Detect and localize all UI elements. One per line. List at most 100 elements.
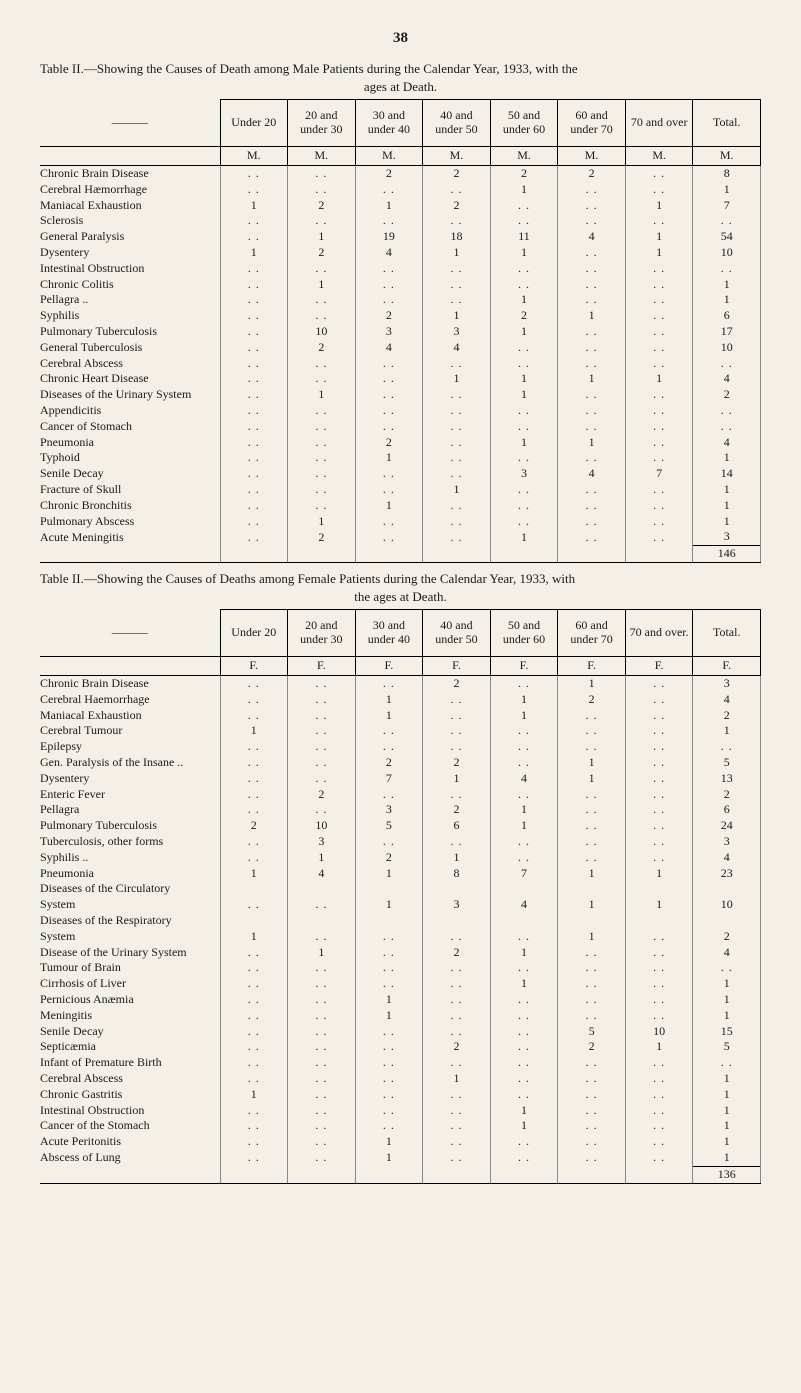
data-cell: . . [558,960,626,976]
table2-blank [40,657,220,676]
table-row: Typhoid. .. .1. .. .. .. .1 [40,450,761,466]
data-cell: . . [625,739,693,755]
table-row: Fracture of Skull. .. .. .1. .. .. .1 [40,482,761,498]
data-cell: . . [558,992,626,1008]
data-cell: . . [490,1008,558,1024]
row-label: Diseases of the Respiratory [40,913,220,929]
data-cell: . . [220,1008,288,1024]
data-cell: 2 [693,929,761,945]
data-cell: 19 [355,229,423,245]
table-row: Intestinal Obstruction. .. .. .. .. .. .… [40,261,761,277]
data-cell: 5 [558,1024,626,1040]
data-cell: . . [355,1055,423,1071]
data-cell: . . [558,450,626,466]
data-cell: . . [355,466,423,482]
data-cell [423,881,491,897]
data-cell: 1 [220,198,288,214]
data-cell: 4 [490,897,558,913]
data-cell: 1 [355,992,423,1008]
data-cell: . . [625,498,693,514]
data-cell: . . [423,435,491,451]
data-cell: . . [423,277,491,293]
data-cell: . . [220,435,288,451]
data-cell: . . [423,976,491,992]
data-cell: . . [288,1055,356,1071]
data-cell: . . [558,245,626,261]
data-cell: . . [220,976,288,992]
table2: ——— Under 20 20 and under 30 30 and unde… [40,609,761,1183]
data-cell: . . [625,992,693,1008]
data-cell: 3 [693,529,761,545]
data-cell: . . [693,213,761,229]
table-row: Pulmonary Abscess. .1. .. .. .. .. .1 [40,514,761,530]
table-row: Acute Meningitis. .2. .. .1. .. .3 [40,529,761,545]
table-row: Gen. Paralysis of the Insane ... .. .22.… [40,755,761,771]
data-cell: . . [625,802,693,818]
table1-sex-header: M. [355,147,423,166]
data-cell: . . [355,1087,423,1103]
data-cell: . . [625,514,693,530]
data-cell: 7 [625,466,693,482]
data-cell: 3 [288,834,356,850]
table2-sex-header: F. [693,657,761,676]
data-cell: . . [558,403,626,419]
table2-col-header: 50 and under 60 [490,610,558,657]
data-cell: . . [423,450,491,466]
table-row: Cerebral Tumour1. .. .. .. .. .. .1 [40,723,761,739]
table-row: Septicæmia. .. .. .2. .215 [40,1039,761,1055]
row-label: Senile Decay [40,1024,220,1040]
data-cell: . . [423,514,491,530]
data-cell: . . [288,771,356,787]
table-row: Maniacal Exhaustion. .. .1. .1. .. .2 [40,708,761,724]
data-cell: 1 [625,198,693,214]
table2-sex-header: F. [423,657,491,676]
data-cell: 2 [558,1039,626,1055]
data-cell: 1 [490,371,558,387]
row-label: Syphilis .. [40,850,220,866]
blank-cell [288,546,356,563]
data-cell: . . [490,340,558,356]
data-cell: . . [625,755,693,771]
table-row: System. .. .1341110 [40,897,761,913]
data-cell: 24 [693,818,761,834]
data-cell: 1 [693,1103,761,1119]
data-cell: . . [355,960,423,976]
data-cell: 7 [693,198,761,214]
table-row: Meningitis. .. .1. .. .. .. .1 [40,1008,761,1024]
data-cell: . . [558,787,626,803]
data-cell: . . [490,1039,558,1055]
data-cell: . . [220,450,288,466]
data-cell: 1 [288,387,356,403]
table-row: Cirrhosis of Liver. .. .. .. .1. .. .1 [40,976,761,992]
data-cell: 2 [423,945,491,961]
data-cell: 1 [220,866,288,882]
data-cell: . . [355,1118,423,1134]
row-label: Pellagra .. [40,292,220,308]
row-label: Tumour of Brain [40,960,220,976]
data-cell: 1 [693,1008,761,1024]
data-cell: . . [220,1024,288,1040]
data-cell: 8 [423,866,491,882]
data-cell: . . [220,787,288,803]
table-row: Diseases of the Circulatory [40,881,761,897]
data-cell: . . [625,324,693,340]
data-cell: . . [288,498,356,514]
data-cell: 1 [625,371,693,387]
table-row: Cerebral Abscess. .. .. .1. .. .. .1 [40,1071,761,1087]
data-cell: . . [558,356,626,372]
data-cell: . . [355,292,423,308]
data-cell: 1 [490,818,558,834]
table-row: Dysentery12411. .110 [40,245,761,261]
row-label: Cerebral Haemorrhage [40,692,220,708]
data-cell: . . [220,850,288,866]
data-cell: . . [423,261,491,277]
data-cell: . . [625,850,693,866]
data-cell: 1 [490,945,558,961]
data-cell: . . [220,482,288,498]
table1-col-header: 20 and under 30 [288,100,356,147]
data-cell: . . [625,435,693,451]
data-cell: . . [220,1103,288,1119]
data-cell: . . [625,771,693,787]
data-cell: 1 [355,450,423,466]
data-cell: . . [625,340,693,356]
